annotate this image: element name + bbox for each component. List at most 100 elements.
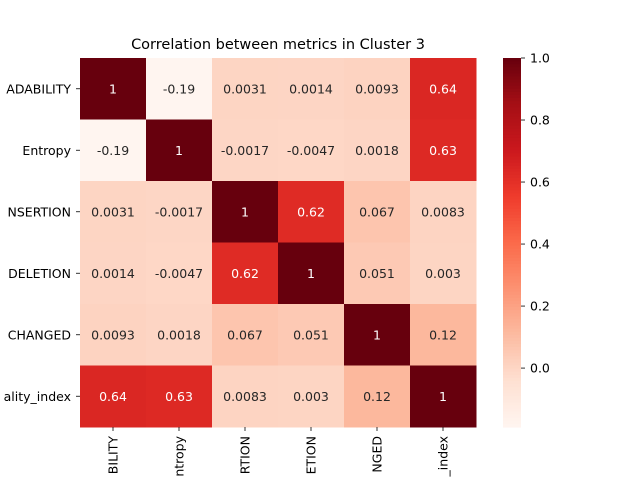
colorbar-segment bbox=[503, 282, 521, 287]
heatmap-cell-0-3 bbox=[278, 58, 345, 120]
colorbar-segment bbox=[503, 316, 521, 320]
cell-value-label-4-1: 0.0018 bbox=[157, 327, 201, 342]
cell-value-label-4-2: 0.067 bbox=[227, 327, 263, 342]
cell-value-label-4-5: 0.12 bbox=[429, 327, 457, 342]
colorbar-axis: 0.0 0.2 0.4 0.6 0.8 1.0 bbox=[521, 51, 550, 376]
cell-value-label-1-0: -0.19 bbox=[97, 143, 129, 158]
colorbar-tick-label-5: 1.0 bbox=[530, 51, 550, 66]
colorbar-segment bbox=[503, 122, 521, 127]
colorbar-segment bbox=[503, 319, 521, 324]
colorbar-segment bbox=[503, 134, 521, 139]
x-tick-label-5: _index bbox=[436, 436, 451, 477]
heatmap-cell-2-0 bbox=[80, 181, 147, 243]
y-tick-label-1: Entropy bbox=[22, 143, 71, 158]
colorbar-segment bbox=[503, 288, 521, 293]
colorbar-segment bbox=[503, 254, 521, 259]
colorbar-segment bbox=[503, 91, 521, 96]
colorbar-segment bbox=[503, 137, 521, 142]
colorbar-segment bbox=[503, 174, 521, 179]
colorbar-segment bbox=[503, 171, 521, 176]
cell-value-label-0-3: 0.0014 bbox=[289, 81, 333, 96]
colorbar-segment bbox=[503, 116, 521, 121]
colorbar-segment bbox=[503, 242, 521, 247]
cell-value-label-5-5: 1 bbox=[439, 389, 447, 404]
colorbar-segment bbox=[503, 97, 521, 102]
colorbar-segment bbox=[503, 211, 521, 216]
colorbar-segment bbox=[503, 325, 521, 330]
colorbar-segment bbox=[503, 141, 521, 145]
colorbar bbox=[503, 58, 521, 428]
colorbar-segment bbox=[503, 350, 521, 354]
x-tick-label-4: NGED bbox=[370, 436, 385, 473]
colorbar-segment bbox=[503, 408, 521, 413]
colorbar-segment bbox=[503, 251, 521, 256]
colorbar-segment bbox=[503, 362, 521, 367]
colorbar-segment bbox=[503, 359, 521, 364]
heatmap-cell-4-0 bbox=[80, 304, 147, 366]
colorbar-segment bbox=[503, 300, 521, 305]
colorbar-segment bbox=[503, 383, 521, 388]
heatmap-cell-0-2 bbox=[212, 58, 279, 120]
heatmap-cell-5-2 bbox=[212, 365, 279, 428]
colorbar-segment bbox=[503, 387, 521, 391]
colorbar-segment bbox=[503, 58, 521, 62]
y-tick-label-0: ADABILITY bbox=[6, 81, 71, 96]
heatmap-cell-2-4 bbox=[344, 181, 411, 243]
colorbar-segment bbox=[503, 61, 521, 65]
heatmap-cell-5-4 bbox=[344, 365, 411, 428]
colorbar-tick-label-0: 0.0 bbox=[530, 361, 550, 376]
heatmap-cell-3-2 bbox=[212, 242, 279, 305]
cell-value-label-3-5: 0.003 bbox=[425, 266, 461, 281]
cell-value-label-2-5: 0.0083 bbox=[421, 204, 465, 219]
cell-value-label-5-1: 0.63 bbox=[165, 389, 193, 404]
heatmap-cell-5-0 bbox=[80, 365, 147, 428]
heatmap-cell-5-5 bbox=[410, 365, 477, 428]
colorbar-segment bbox=[503, 119, 521, 124]
colorbar-segment bbox=[503, 217, 521, 222]
colorbar-segment bbox=[503, 159, 521, 164]
colorbar-segment bbox=[503, 208, 521, 213]
colorbar-segment bbox=[503, 184, 521, 188]
colorbar-segment bbox=[503, 245, 521, 250]
cell-value-label-2-2: 1 bbox=[241, 204, 249, 219]
heatmap-cell-2-5 bbox=[410, 181, 477, 243]
cell-value-label-3-1: -0.0047 bbox=[155, 266, 203, 281]
colorbar-segment bbox=[503, 101, 521, 105]
colorbar-segment bbox=[503, 214, 521, 219]
colorbar-segment bbox=[503, 199, 521, 204]
colorbar-tick-label-1: 0.2 bbox=[530, 299, 550, 314]
heatmap-cell-4-5 bbox=[410, 304, 477, 366]
heatmap-cell-4-2 bbox=[212, 304, 279, 366]
cell-value-label-4-4: 1 bbox=[373, 327, 381, 342]
colorbar-segment bbox=[503, 411, 521, 416]
heatmap-cells bbox=[80, 58, 477, 428]
colorbar-segment bbox=[503, 334, 521, 339]
colorbar-segment bbox=[503, 294, 521, 299]
colorbar-segment bbox=[503, 128, 521, 133]
colorbar-segment bbox=[503, 224, 521, 228]
heatmap-cell-3-0 bbox=[80, 242, 147, 305]
colorbar-segment bbox=[503, 380, 521, 385]
cell-value-label-0-4: 0.0093 bbox=[355, 81, 399, 96]
colorbar-segment bbox=[503, 322, 521, 327]
heatmap-cell-1-1 bbox=[146, 119, 213, 182]
heatmap-cell-0-5 bbox=[410, 58, 477, 120]
colorbar-segment bbox=[503, 414, 521, 419]
colorbar-segment bbox=[503, 405, 521, 410]
colorbar-segment bbox=[503, 165, 521, 170]
y-tick-label-3: DELETION bbox=[8, 266, 71, 281]
cell-value-label-5-0: 0.64 bbox=[99, 389, 127, 404]
colorbar-segment bbox=[503, 285, 521, 290]
cell-value-label-0-2: 0.0031 bbox=[223, 81, 267, 96]
colorbar-segment bbox=[503, 347, 521, 351]
cell-value-label-5-3: 0.003 bbox=[293, 389, 329, 404]
colorbar-segment bbox=[503, 337, 521, 342]
colorbar-segment bbox=[503, 104, 521, 108]
colorbar-segment bbox=[503, 356, 521, 360]
heatmap-cell-4-3 bbox=[278, 304, 345, 366]
colorbar-segment bbox=[503, 227, 521, 231]
colorbar-segment bbox=[503, 73, 521, 78]
colorbar-segment bbox=[503, 196, 521, 201]
colorbar-segment bbox=[503, 328, 521, 333]
